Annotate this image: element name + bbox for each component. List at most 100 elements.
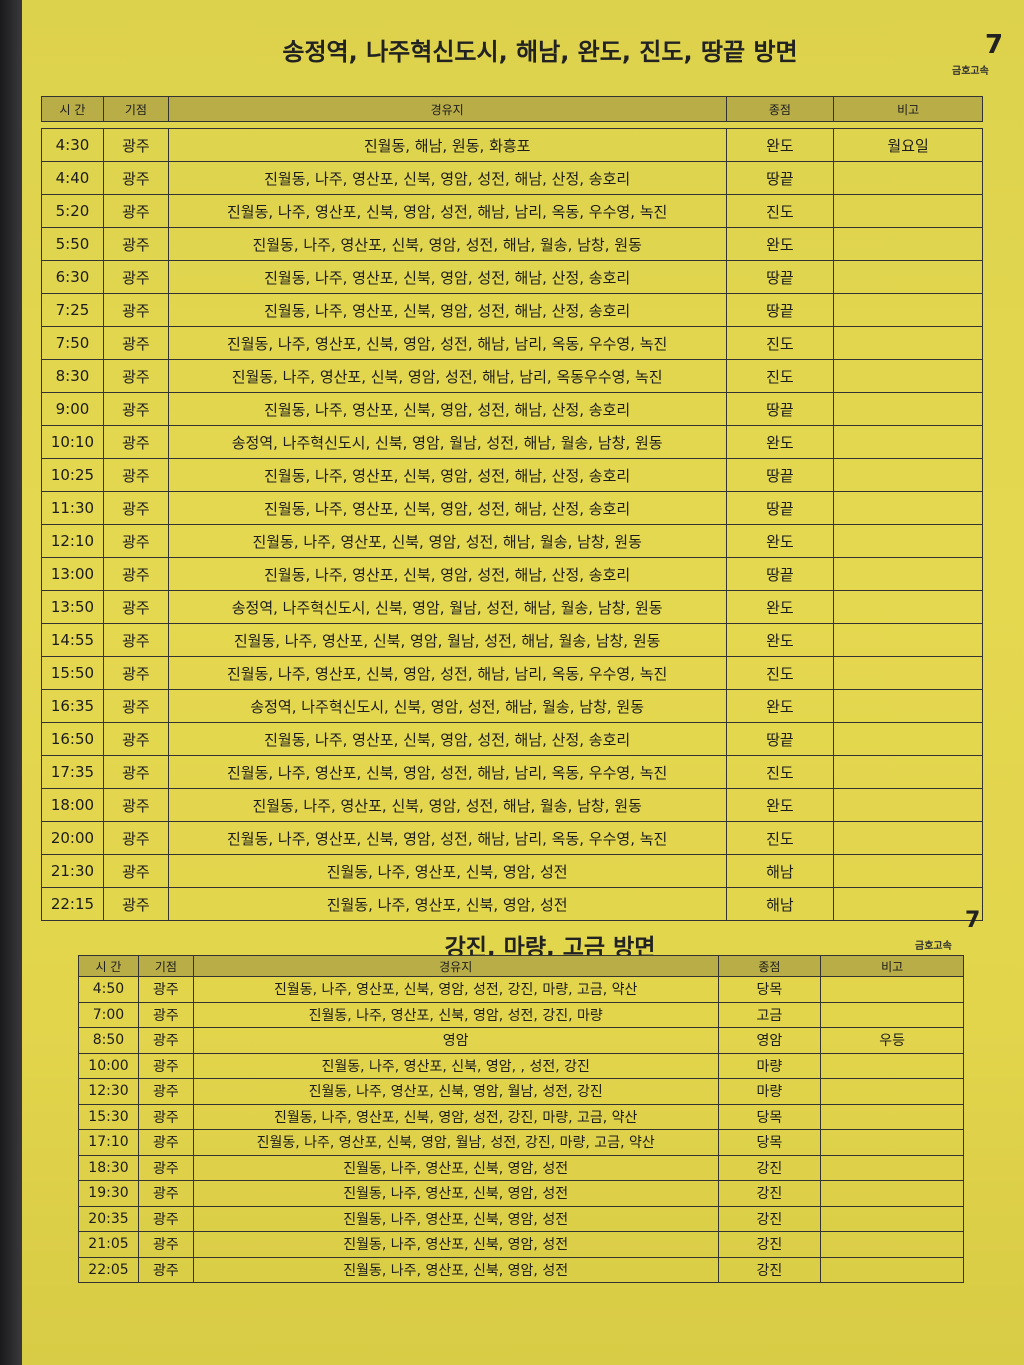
cell-destination: 진도 — [725, 194, 835, 228]
cell-via: 진월동, 나주, 영산포, 신북, 영암, 성전, 해남, 남리, 옥동, 우수… — [167, 194, 727, 228]
cell-via: 진월동, 나주, 영산포, 신북, 영암, 성전, 해남, 남리, 옥동우수영,… — [167, 359, 727, 393]
cell-origin: 광주 — [102, 194, 169, 228]
table-row: 15:30 광주 진월동, 나주, 영산포, 신북, 영암, 성전, 강진, 마량,… — [78, 1103, 964, 1130]
table-row: 13:50 광주 송정역, 나주혁신도시, 신북, 영암, 월남, 성전, 해남, … — [41, 590, 983, 624]
cell-origin: 광주 — [102, 491, 169, 525]
cell-destination: 완도 — [725, 623, 835, 657]
cell-time: 21:05 — [78, 1231, 139, 1258]
table-row: 12:10 광주 진월동, 나주, 영산포, 신북, 영암, 성전, 해남, 월송,… — [41, 524, 983, 558]
cell-note — [820, 1001, 964, 1028]
cell-via: 진월동, 나주, 영산포, 신북, 영암, 성전, 해남, 산정, 송호리 — [167, 161, 727, 195]
cell-via: 진월동, 나주, 영산포, 신북, 영암, 성전 — [192, 1205, 719, 1232]
cell-via: 진월동, 나주, 영산포, 신북, 영암, 성전, 해남, 월송, 남창, 원동 — [167, 788, 727, 822]
table-row: 8:30 광주 진월동, 나주, 영산포, 신북, 영암, 성전, 해남, 남리, … — [41, 359, 983, 393]
cell-time: 16:50 — [41, 722, 104, 756]
table-row: 22:15 광주 진월동, 나주, 영산포, 신북, 영암, 성전 해남 — [41, 887, 983, 921]
cell-origin: 광주 — [102, 260, 169, 294]
cell-via: 영암 — [192, 1027, 719, 1054]
cell-via: 진월동, 나주, 영산포, 신북, 영암, 성전, 해남, 남리, 옥동, 우수… — [167, 755, 727, 789]
cell-destination: 강진 — [717, 1205, 822, 1232]
cell-origin: 광주 — [102, 359, 169, 393]
cell-note — [833, 293, 983, 327]
cell-origin: 광주 — [102, 887, 169, 921]
cell-destination: 해남 — [725, 854, 835, 888]
cell-time: 4:50 — [78, 976, 139, 1003]
cell-destination: 완도 — [725, 425, 835, 459]
cell-time: 7:25 — [41, 293, 104, 327]
header-via: 경유지 — [192, 955, 719, 977]
cell-destination: 진도 — [725, 821, 835, 855]
cell-time: 6:30 — [41, 260, 104, 294]
table-header: 시 간 기점 경유지 종점 비고 — [41, 96, 983, 122]
cell-destination: 완도 — [725, 128, 835, 162]
cell-destination: 땅끝 — [725, 161, 835, 195]
cell-note — [820, 1180, 964, 1207]
cell-destination: 진도 — [725, 656, 835, 690]
cell-time: 21:30 — [41, 854, 104, 888]
cell-via: 진월동, 나주, 영산포, 신북, 영암, 성전, 해남, 산정, 송호리 — [167, 260, 727, 294]
cell-destination: 진도 — [725, 755, 835, 789]
cell-destination: 진도 — [725, 326, 835, 360]
cell-origin: 광주 — [137, 1052, 194, 1079]
cell-via: 진월동, 나주, 영산포, 신북, 영암, 월남, 성전, 해남, 월송, 남창… — [167, 623, 727, 657]
header-time: 시 간 — [41, 96, 104, 122]
cell-time: 17:10 — [78, 1129, 139, 1156]
cell-note — [833, 359, 983, 393]
cell-time: 5:20 — [41, 194, 104, 228]
cell-time: 18:00 — [41, 788, 104, 822]
cell-note — [833, 689, 983, 723]
cell-via: 진월동, 나주, 영산포, 신북, 영암, 성전 — [192, 1256, 719, 1283]
cell-note — [833, 755, 983, 789]
table-row: 5:50 광주 진월동, 나주, 영산포, 신북, 영암, 성전, 해남, 월송, … — [41, 227, 983, 261]
brand-label: 금호고속 — [915, 941, 952, 952]
header-destination: 종점 — [725, 96, 835, 122]
cell-destination: 땅끝 — [725, 458, 835, 492]
cell-destination: 땅끝 — [725, 293, 835, 327]
cell-via: 송정역, 나주혁신도시, 신북, 영암, 월남, 성전, 해남, 월송, 남창,… — [167, 425, 727, 459]
cell-time: 9:00 — [41, 392, 104, 426]
table-row: 11:30 광주 진월동, 나주, 영산포, 신북, 영암, 성전, 해남, 산정,… — [41, 491, 983, 525]
cell-via: 진월동, 나주, 영산포, 신북, 영암, 월남, 성전, 강진, 마량, 고금… — [192, 1129, 719, 1156]
table-row: 7:00 광주 진월동, 나주, 영산포, 신북, 영암, 성전, 강진, 마량 고금 — [78, 1001, 964, 1028]
cell-note — [833, 161, 983, 195]
table-row: 10:25 광주 진월동, 나주, 영산포, 신북, 영암, 성전, 해남, 산정,… — [41, 458, 983, 492]
cell-note — [820, 1154, 964, 1181]
cell-destination: 마량 — [717, 1052, 822, 1079]
table-row: 10:00 광주 진월동, 나주, 영산포, 신북, 영암, , 성전, 강진 마량 — [78, 1052, 964, 1079]
cell-time: 10:00 — [78, 1052, 139, 1079]
cell-origin: 광주 — [137, 1231, 194, 1258]
cell-origin: 광주 — [102, 293, 169, 327]
header-via: 경유지 — [167, 96, 727, 122]
cell-time: 8:50 — [78, 1027, 139, 1054]
cell-destination: 마량 — [717, 1078, 822, 1105]
header-note: 비고 — [833, 96, 983, 122]
cell-destination: 완도 — [725, 788, 835, 822]
cell-via: 진월동, 나주, 영산포, 신북, 영암, 성전, 해남, 산정, 송호리 — [167, 458, 727, 492]
cell-time: 4:40 — [41, 161, 104, 195]
table-row: 12:30 광주 진월동, 나주, 영산포, 신북, 영암, 월남, 성전, 강진 마… — [78, 1078, 964, 1105]
cell-note — [833, 491, 983, 525]
cell-note — [820, 1231, 964, 1258]
cell-note — [833, 788, 983, 822]
table-row: 20:00 광주 진월동, 나주, 영산포, 신북, 영암, 성전, 해남, 남리,… — [41, 821, 983, 855]
cell-via: 진월동, 나주, 영산포, 신북, 영암, 성전, 해남, 남리, 옥동, 우수… — [167, 656, 727, 690]
cell-origin: 광주 — [137, 1205, 194, 1232]
cell-time: 4:30 — [41, 128, 104, 162]
cell-note — [833, 227, 983, 261]
cell-via: 진월동, 나주, 영산포, 신북, 영암, 성전, 해남, 남리, 옥동, 우수… — [167, 821, 727, 855]
cell-via: 진월동, 나주, 영산포, 신북, 영암, 성전, 강진, 마량, 고금, 약산 — [192, 976, 719, 1003]
cell-note — [833, 524, 983, 558]
brand-label: 금호고속 — [952, 66, 989, 77]
cell-note — [833, 326, 983, 360]
table-row: 19:30 광주 진월동, 나주, 영산포, 신북, 영암, 성전 강진 — [78, 1180, 964, 1207]
cell-via: 진월동, 나주, 영산포, 신북, 영암, 성전 — [192, 1154, 719, 1181]
cell-time: 18:30 — [78, 1154, 139, 1181]
table-row: 10:10 광주 송정역, 나주혁신도시, 신북, 영암, 월남, 성전, 해남, … — [41, 425, 983, 459]
table-row: 6:30 광주 진월동, 나주, 영산포, 신북, 영암, 성전, 해남, 산정, … — [41, 260, 983, 294]
cell-time: 16:35 — [41, 689, 104, 723]
cell-via: 진월동, 나주, 영산포, 신북, 영암, 성전, 강진, 마량, 고금, 약산 — [192, 1103, 719, 1130]
header-origin: 기점 — [137, 955, 194, 977]
cell-destination: 당목 — [717, 1103, 822, 1130]
table-row: 4:30 광주 진월동, 해남, 원동, 화흥포 완도 월요일 — [41, 128, 983, 162]
cell-note — [833, 557, 983, 591]
